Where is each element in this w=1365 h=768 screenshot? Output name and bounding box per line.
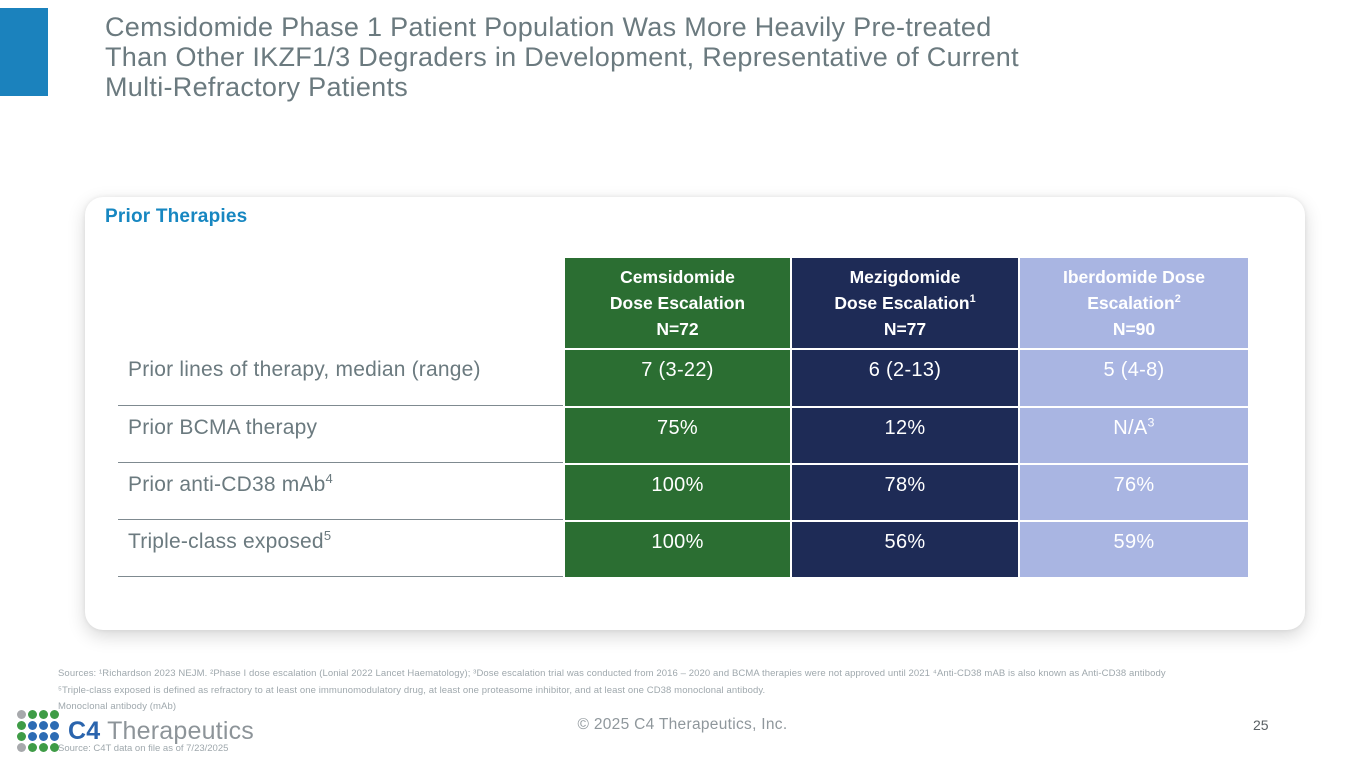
footnotes: Sources: ¹Richardson 2023 NEJM. ²Phase I… xyxy=(58,666,1318,716)
table-cell: 7 (3-22) xyxy=(565,350,790,406)
column-header-mezigdomide: Mezigdomide Dose Escalation1 N=77 xyxy=(792,258,1018,348)
title-line: Than Other IKZF1/3 Degraders in Developm… xyxy=(105,42,1019,72)
column-header-line: N=77 xyxy=(883,319,927,339)
table-cell: 75% xyxy=(565,408,790,463)
c4-therapeutics-logo: C4 Therapeutics xyxy=(17,710,254,752)
header-spacer-cell xyxy=(118,258,563,348)
accent-bar xyxy=(0,8,48,96)
prior-therapies-table: Cemsidomide Dose Escalation N=72 Mezigdo… xyxy=(118,258,1248,577)
title-line: Multi-Refractory Patients xyxy=(105,72,409,102)
row-label-prior-lines: Prior lines of therapy, median (range) xyxy=(118,350,563,406)
footnote-line: ⁵Triple-class exposed is defined as refr… xyxy=(58,684,766,696)
page-number: 25 xyxy=(1253,717,1269,733)
row-label-prior-bcma: Prior BCMA therapy xyxy=(118,408,563,463)
column-header-line: Iberdomide Dose xyxy=(1063,267,1205,287)
row-label-anti-cd38: Prior anti-CD38 mAb4 xyxy=(118,465,563,520)
column-header-line: Cemsidomide xyxy=(620,267,735,287)
slide-title: Cemsidomide Phase 1 Patient Population W… xyxy=(105,12,1285,102)
table-cell: 100% xyxy=(565,465,790,520)
column-header-line: N=72 xyxy=(656,319,699,339)
logo-therapeutics: Therapeutics xyxy=(107,716,254,745)
column-header-line: N=90 xyxy=(1112,319,1156,339)
table-cell: 5 (4-8) xyxy=(1020,350,1248,406)
table-cell: 76% xyxy=(1020,465,1248,520)
table-cell: 78% xyxy=(792,465,1018,520)
column-header-iberdomide: Iberdomide Dose Escalation2 N=90 xyxy=(1020,258,1248,348)
table-cell: 6 (2-13) xyxy=(792,350,1018,406)
copyright: © 2025 C4 Therapeutics, Inc. xyxy=(577,716,788,733)
footnote-line: Monoclonal antibody (mAb) xyxy=(58,701,177,712)
row-label-triple-class: Triple-class exposed5 xyxy=(118,522,563,577)
card-heading: Prior Therapies xyxy=(105,206,248,227)
table-cell: 59% xyxy=(1020,522,1248,577)
c4-logo-text: C4 Therapeutics xyxy=(68,717,254,746)
title-line: Cemsidomide Phase 1 Patient Population W… xyxy=(105,12,992,42)
logo-c4: C4 xyxy=(68,716,101,745)
column-header-line: Dose Escalation1 xyxy=(834,293,976,313)
column-header-line: Mezigdomide xyxy=(849,267,961,287)
table-cell: 12% xyxy=(792,408,1018,463)
source-line: Source: C4T data on file as of 7/23/2025 xyxy=(58,743,229,754)
footnote-line: Sources: ¹Richardson 2023 NEJM. ²Phase I… xyxy=(58,668,1166,679)
prior-therapies-card: Prior Therapies Cemsidomide Dose Escalat… xyxy=(85,197,1305,630)
column-header-line: Dose Escalation xyxy=(609,293,746,313)
table-cell: 56% xyxy=(792,522,1018,577)
table-cell: N/A3 xyxy=(1020,408,1248,463)
c4-logo-dots-icon xyxy=(17,710,59,752)
table-cell: 100% xyxy=(565,522,790,577)
column-header-line: Escalation2 xyxy=(1087,293,1181,313)
column-header-cemsidomide: Cemsidomide Dose Escalation N=72 xyxy=(565,258,790,348)
